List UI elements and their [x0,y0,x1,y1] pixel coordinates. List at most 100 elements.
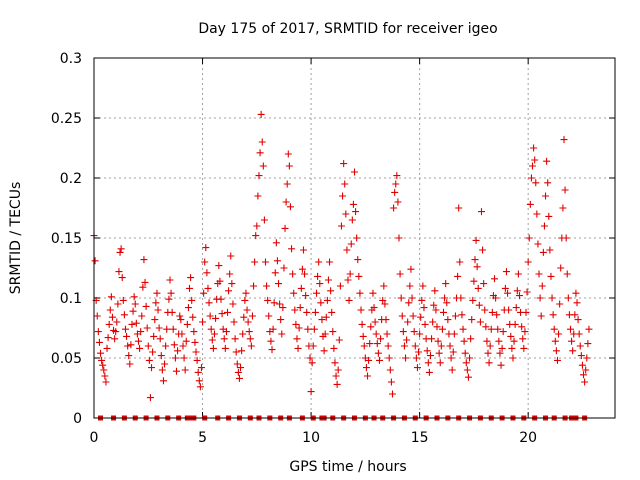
data-point [520,344,528,352]
data-point [527,174,535,182]
data-point [371,318,379,326]
data-point [522,308,530,316]
data-point [152,299,160,307]
data-point [485,359,493,367]
data-point [315,258,323,266]
data-point [121,325,129,333]
data-point [178,330,186,338]
data-point [118,274,126,282]
y-tick-label: 0.05 [51,351,82,367]
data-point [127,341,135,349]
data-point [243,306,251,314]
data-point [428,335,436,343]
data-point [505,306,513,314]
data-point [479,246,487,254]
data-point [98,356,106,364]
data-point [177,316,185,324]
data-point [524,258,532,266]
data-point [362,364,370,372]
data-point [207,325,215,333]
data-point [286,203,294,211]
data-point [187,274,195,282]
data-point [113,318,121,326]
data-point [253,222,261,230]
data-point [297,284,305,292]
data-point [227,252,235,260]
data-point [123,332,131,340]
data-point [442,280,450,288]
data-point [142,302,150,310]
data-point [415,348,423,356]
data-point [326,258,334,266]
data-point [425,368,433,376]
data-point [561,186,569,194]
data-points [90,110,593,421]
data-point [107,293,115,301]
data-point [466,354,474,362]
data-point [263,282,271,290]
data-point [97,349,105,357]
data-point [504,289,512,297]
data-point [459,325,467,333]
data-point [357,306,365,314]
y-tick-label: 0.1 [60,291,82,307]
data-point [447,354,455,362]
data-point [163,325,171,333]
data-point [379,296,387,304]
data-point [495,337,503,345]
data-point [310,325,318,333]
data-point [538,282,546,290]
data-point [179,342,187,350]
data-point [323,296,331,304]
data-point [271,269,279,277]
data-point [317,299,325,307]
data-point [411,342,419,350]
data-point [573,299,581,307]
data-point [512,304,520,312]
data-point [141,278,149,286]
x-tick-label: 0 [90,430,99,446]
data-point [548,294,556,302]
data-point [132,319,140,327]
data-point [195,377,203,385]
data-point [320,347,328,355]
data-point [441,294,449,302]
data-point [212,314,220,322]
data-point [306,354,314,362]
data-point [241,296,249,304]
data-point [189,313,197,321]
data-point [311,308,319,316]
data-point [390,204,398,212]
x-axis-ticks: 0 5 10 15 20 [90,58,537,446]
y-tick-label: 0.25 [51,111,82,127]
data-point [553,356,561,364]
data-point [451,312,459,320]
data-point [245,328,253,336]
data-point [328,308,336,316]
data-point [426,352,434,360]
data-point [181,366,189,374]
x-tick-label: 5 [198,430,207,446]
data-point [318,316,326,324]
data-point [148,364,156,372]
data-point [437,342,445,350]
data-point [308,359,316,367]
data-point [494,325,502,333]
data-point [443,299,451,307]
data-point [497,361,505,369]
data-point [279,304,287,312]
data-point [224,308,232,316]
data-point [514,270,522,278]
data-point [471,256,479,264]
data-point [559,204,567,212]
data-point [375,356,383,364]
data-point [540,222,548,230]
data-point [539,248,547,256]
data-point [292,320,300,328]
data-point [366,340,374,348]
data-point [492,294,500,302]
data-point [487,325,495,333]
data-point [159,377,167,385]
data-point [450,330,458,338]
data-point [244,318,252,326]
